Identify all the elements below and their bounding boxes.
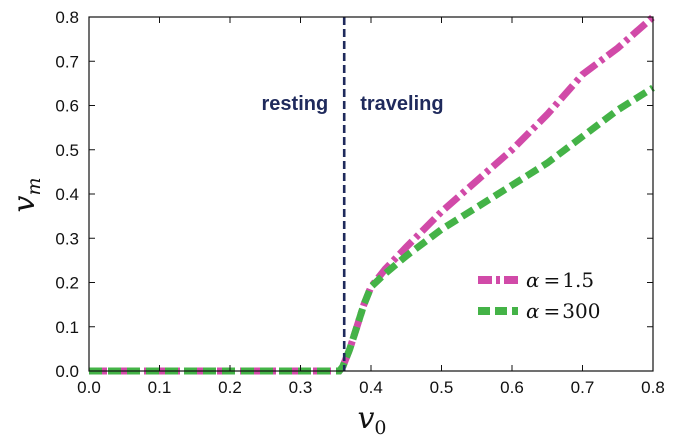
x-tick-label: 0.3 [289, 378, 313, 397]
ticks-layer: 0.0 0.1 0.2 0.3 0.4 0.5 0.6 0.7 0.8 0.0 0.1 0.2 0.3 0… [55, 8, 664, 397]
x-tick-label: 0.7 [571, 378, 595, 397]
x-tick-label: 0.6 [500, 378, 524, 397]
legend-op: = [544, 268, 561, 292]
y-axis-label: vm [7, 178, 45, 213]
y-tick-label: 0.7 [55, 52, 79, 71]
region-label-resting: resting [262, 93, 329, 115]
x-tick-label: 0.0 [77, 378, 101, 397]
legend-value: 1.5 [562, 268, 594, 292]
series-line-alpha-300 [89, 84, 655, 375]
x-tick-label: 0.5 [430, 378, 454, 397]
x-tick-label: 0.8 [641, 378, 665, 397]
legend-symbol: α [526, 268, 540, 292]
x-axis-label-main: v [357, 401, 374, 436]
y-axis-label-sub: m [23, 178, 45, 196]
y-tick-label: 0.8 [55, 8, 79, 27]
y-tick-label: 0.6 [55, 97, 79, 116]
x-axis-label: v0 [357, 401, 386, 437]
y-tick-label: 0.3 [55, 229, 79, 248]
y-tick-label: 0.2 [55, 274, 79, 293]
x-tick-label: 0.2 [218, 378, 242, 397]
y-tick-label: 0.1 [55, 318, 79, 337]
y-tick-label: 0.5 [55, 141, 79, 160]
legend: α = 1.5 α = 300 [478, 268, 600, 323]
y-tick-label: 0.0 [55, 362, 79, 381]
legend-label-alpha-300: α = 300 [526, 299, 600, 323]
x-axis-label-sub: 0 [374, 417, 386, 437]
y-axis-label-main: v [7, 195, 42, 212]
y-tick-label: 0.4 [55, 185, 79, 204]
legend-op: = [544, 299, 561, 323]
x-tick-label: 0.4 [359, 378, 383, 397]
legend-symbol: α [526, 299, 540, 323]
legend-value: 300 [562, 299, 600, 323]
x-tick-label: 0.1 [148, 378, 172, 397]
series-line-alpha-1-5 [89, 14, 656, 375]
region-label-traveling: traveling [360, 93, 443, 115]
legend-label-alpha-1-5: α = 1.5 [526, 268, 594, 292]
